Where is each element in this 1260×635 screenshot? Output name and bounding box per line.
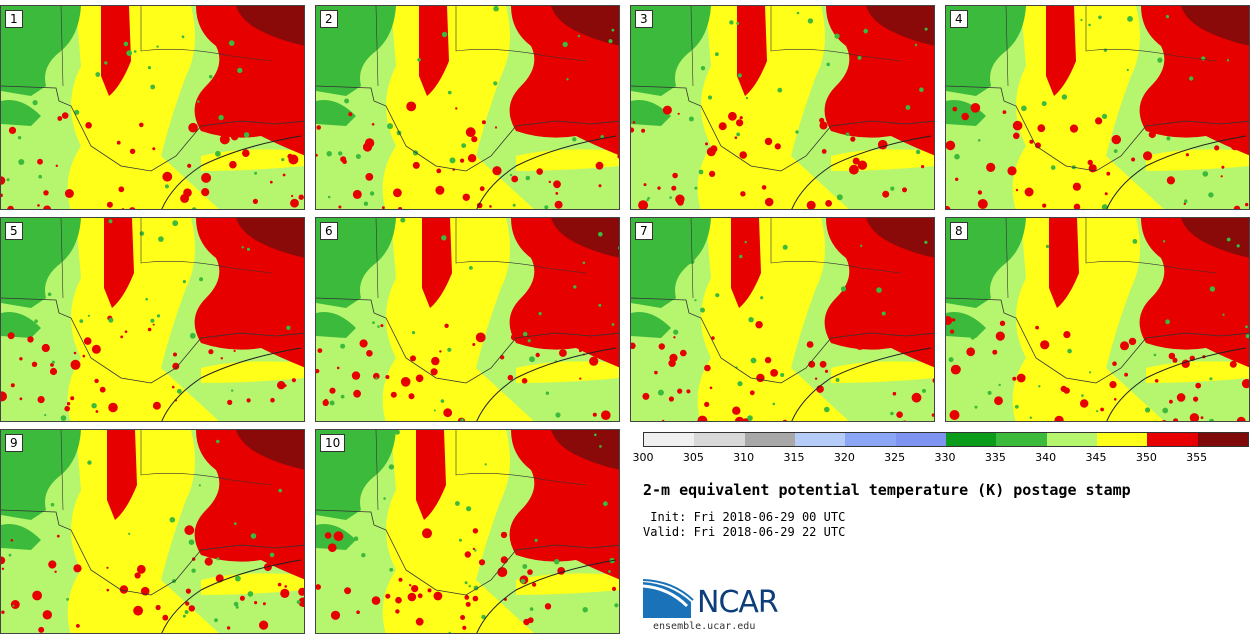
colorbar-tick-label: 320 xyxy=(833,451,855,464)
stamp-panel-8: 8 xyxy=(945,217,1250,422)
colorbar-swatch xyxy=(694,433,745,446)
member-number: 10 xyxy=(320,434,346,452)
colorbar-tick-label: 325 xyxy=(884,451,906,464)
member-number: 4 xyxy=(950,10,968,28)
colorbar-swatch xyxy=(895,433,946,446)
member-number: 2 xyxy=(320,10,338,28)
colorbar-swatch xyxy=(996,433,1047,446)
stamp-panel-3: 3 xyxy=(630,5,935,210)
colorbar-tick-label: 315 xyxy=(783,451,805,464)
colorbar-swatch xyxy=(744,433,795,446)
member-number: 1 xyxy=(5,10,23,28)
temperature-field-map xyxy=(946,6,1249,209)
temperature-field-map xyxy=(631,6,934,209)
stamp-panel-7: 7 xyxy=(630,217,935,422)
colorbar xyxy=(643,432,1249,447)
temperature-field-map xyxy=(946,218,1249,421)
colorbar-swatch xyxy=(794,433,846,446)
temperature-field-map xyxy=(316,218,619,421)
colorbar-tick-label: 310 xyxy=(733,451,755,464)
member-number: 3 xyxy=(635,10,653,28)
valid-time: Valid: Fri 2018-06-29 22 UTC xyxy=(643,525,846,539)
temperature-field-map xyxy=(1,218,304,421)
colorbar-tick-label: 345 xyxy=(1085,451,1107,464)
colorbar-tick-label: 330 xyxy=(934,451,956,464)
member-number: 7 xyxy=(635,222,653,240)
colorbar-tick-label: 340 xyxy=(1035,451,1057,464)
temperature-field-map xyxy=(631,218,934,421)
stamp-panel-9: 9 xyxy=(0,429,305,634)
temperature-field-map xyxy=(316,6,619,209)
ncar-logo-icon xyxy=(643,579,694,618)
colorbar-tick-label: 335 xyxy=(984,451,1006,464)
colorbar-swatch xyxy=(1096,433,1148,446)
temperature-field-map xyxy=(1,430,304,633)
colorbar-tick-label: 300 xyxy=(632,451,654,464)
colorbar-swatch xyxy=(1197,433,1248,446)
colorbar-swatch xyxy=(1046,433,1097,446)
colorbar-swatch xyxy=(1147,433,1198,446)
member-number: 9 xyxy=(5,434,23,452)
colorbar-tick-label: 305 xyxy=(682,451,704,464)
colorbar-tick-label: 350 xyxy=(1135,451,1157,464)
stamp-panel-1: 1 xyxy=(0,5,305,210)
colorbar-tick-label: 355 xyxy=(1186,451,1208,464)
stamp-panel-4: 4 xyxy=(945,5,1250,210)
site-url: ensemble.ucar.edu xyxy=(653,621,756,632)
colorbar-ticks: 300 305 310 315 320 325 330 335 340 345 350 355 xyxy=(633,451,1247,465)
plot-title: 2-m equivalent potential temperature (K)… xyxy=(643,481,1131,499)
temperature-field-map xyxy=(316,430,619,633)
colorbar-swatch xyxy=(644,433,695,446)
stamp-panel-5: 5 xyxy=(0,217,305,422)
ncar-wordmark: NCAR xyxy=(697,585,779,620)
colorbar-swatch xyxy=(945,433,997,446)
stamp-panel-10: 10 xyxy=(315,429,620,634)
stamp-panel-2: 2 xyxy=(315,5,620,210)
temperature-field-map xyxy=(1,6,304,209)
member-number: 5 xyxy=(5,222,23,240)
member-number: 6 xyxy=(320,222,338,240)
stamp-panel-6: 6 xyxy=(315,217,620,422)
member-number: 8 xyxy=(950,222,968,240)
init-time: Init: Fri 2018-06-29 00 UTC xyxy=(643,510,846,524)
colorbar-swatch xyxy=(845,433,896,446)
